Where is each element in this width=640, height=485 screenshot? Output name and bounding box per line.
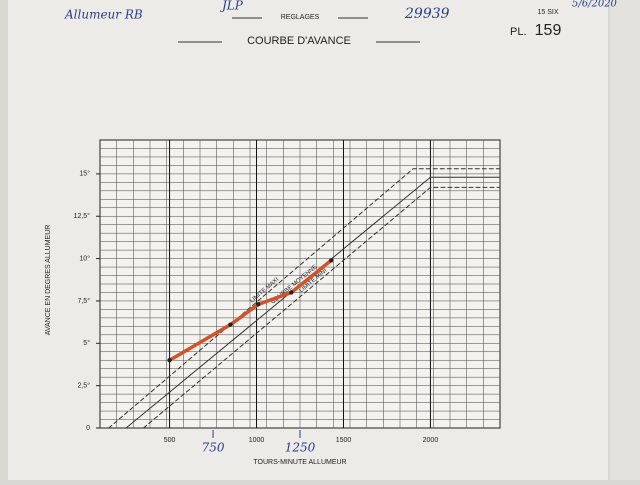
hand-x-label: 750 — [202, 441, 225, 455]
point — [329, 258, 334, 263]
y-tick-label: 0 — [86, 425, 90, 432]
y-tick-label: 10° — [79, 254, 90, 262]
point — [256, 302, 261, 307]
section-label: REGLAGES — [281, 14, 320, 21]
point — [167, 358, 172, 363]
model: 15 SIX — [537, 9, 558, 16]
note-initials: JLP — [219, 0, 244, 13]
x-tick-label: 2000 — [423, 437, 439, 444]
y-tick-label: 15° — [79, 170, 90, 178]
x-tick-label: 500 — [164, 437, 176, 444]
x-tick-label: 1000 — [249, 437, 265, 444]
next-sheet — [610, 0, 640, 480]
limit-line — [125, 176, 501, 429]
limit-line — [108, 168, 501, 429]
y-tick-label: 2,5° — [77, 381, 90, 389]
plate-number: 159 — [535, 22, 562, 39]
x-axis-label: TOURS-MINUTE ALLUMEUR — [253, 459, 346, 466]
x-tick-label: 1500 — [336, 437, 352, 444]
limit-line — [142, 186, 501, 429]
point — [228, 322, 233, 327]
point — [289, 290, 294, 295]
note-number: 29939 — [404, 6, 450, 22]
y-tick-label: 7,5° — [77, 297, 90, 305]
note-left: Allumeur RB — [64, 8, 143, 22]
plate-label: PL. — [510, 26, 527, 38]
note-date: 5/6/2020 — [572, 0, 618, 10]
y-tick-label: 12,5° — [74, 212, 91, 220]
y-axis-label: AVANCE EN DEGRES ALLUMEUR — [45, 225, 52, 336]
hand-x-label: 1250 — [285, 441, 316, 455]
chart-title: COURBE D'AVANCE — [247, 35, 351, 47]
y-tick-label: 5° — [83, 339, 90, 347]
